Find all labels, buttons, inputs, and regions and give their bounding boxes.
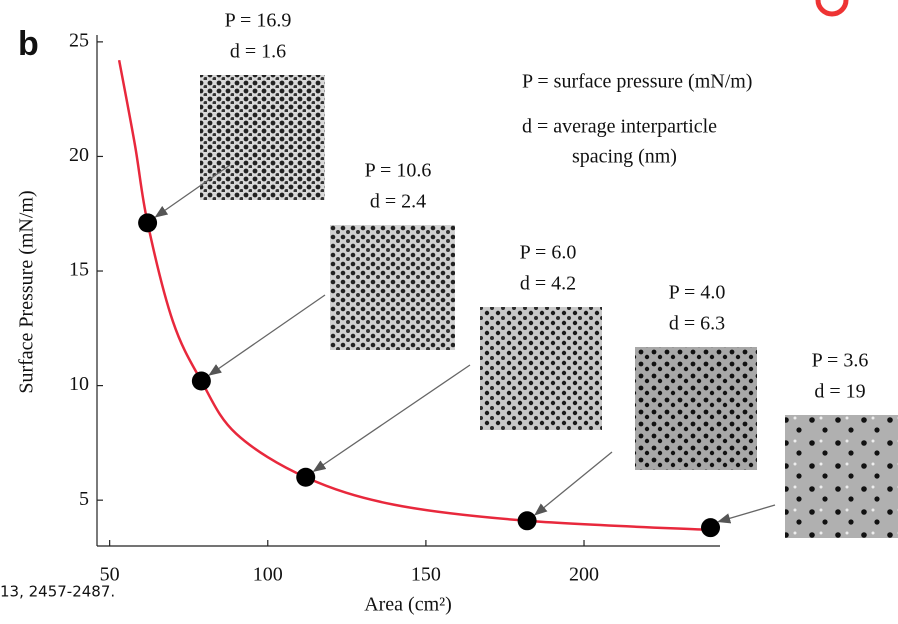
y-tick-label: 5 [79,488,89,510]
x-axis-label: Area (cm²) [364,594,452,616]
data-point [138,213,158,233]
citation-fragment: 13, 2457-2487. [0,583,115,601]
micrograph [200,75,325,200]
annotation: P = 3.6 [812,350,869,372]
annotation: d = 1.6 [230,41,286,63]
arrow [717,504,776,524]
fit-curve [117,59,711,532]
arrow [534,451,613,516]
annotation: P = 10.6 [365,160,432,182]
arrow [208,294,326,376]
annotation: d = 19 [814,381,865,403]
cropped-shape [815,0,849,17]
annotation: d = 6.3 [669,313,725,335]
annotation: P = 6.0 [520,242,577,264]
note: spacing (nm) [572,146,677,168]
annotation: P = 16.9 [225,10,292,32]
arrow [154,164,231,218]
note: d = average interparticle [522,116,717,138]
data-point [517,511,537,531]
x-tick-label: 200 [569,564,599,586]
arrow [312,364,471,472]
panel-label: b [18,25,39,63]
x-tick-label: 50 [100,564,120,586]
note: P = surface pressure (mN/m) [522,71,752,93]
micrograph [330,225,455,350]
micrograph [480,307,602,430]
annotation: P = 4.0 [669,282,726,304]
annotation: d = 4.2 [520,273,576,295]
x-tick-label: 100 [253,564,283,586]
y-tick-label: 20 [69,144,89,166]
data-point [296,467,316,487]
y-axis-label: Surface Pressure (mN/m) [16,190,38,393]
annotation: d = 2.4 [370,191,426,213]
x-tick-label: 150 [411,564,441,586]
y-tick-label: 15 [69,259,89,281]
y-tick-label: 10 [69,373,89,395]
data-point [191,371,211,391]
micrograph [785,415,898,538]
y-tick-label: 25 [69,29,89,51]
data-point [701,518,721,538]
micrograph [635,347,757,470]
